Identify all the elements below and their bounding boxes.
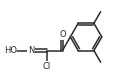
Text: HO: HO bbox=[4, 46, 17, 55]
Text: Cl: Cl bbox=[43, 62, 51, 71]
Text: O: O bbox=[59, 30, 66, 39]
Text: N: N bbox=[28, 46, 34, 55]
